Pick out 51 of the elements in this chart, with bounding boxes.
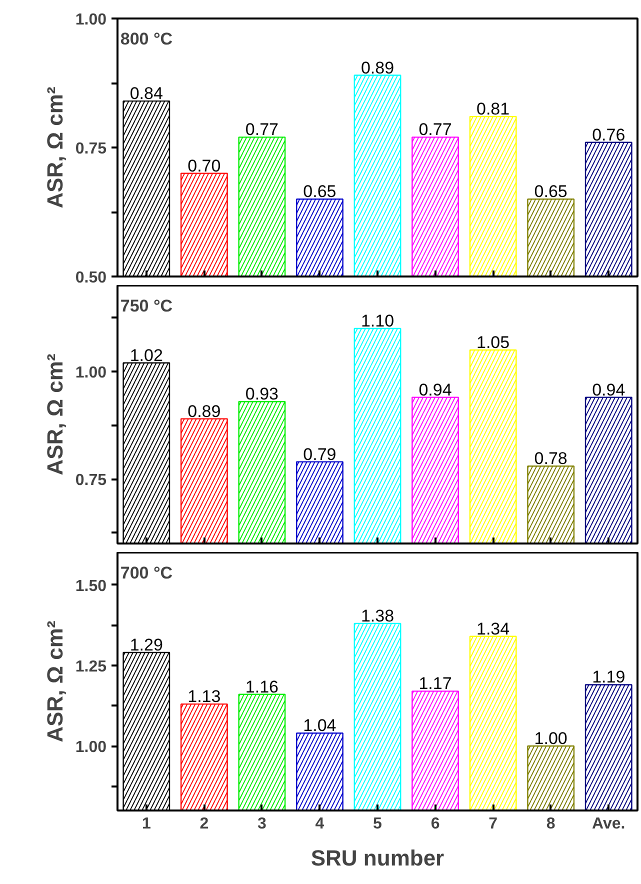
data-label: 1.34	[476, 619, 510, 638]
x-tick-label: 6	[430, 816, 440, 832]
data-label: 0.79	[303, 444, 336, 464]
y-axis-title: ASR, Ω cm²	[42, 354, 68, 476]
x-tick-label: 1	[142, 816, 151, 832]
y-tick-label: 1.50	[75, 578, 107, 595]
data-label: 0.65	[303, 182, 336, 202]
annotation: 800 °C	[120, 30, 173, 48]
x-tick-label: Ave.	[592, 816, 626, 832]
data-label: 1.02	[130, 346, 163, 365]
data-label: 0.94	[418, 380, 452, 400]
data-label: 1.17	[418, 674, 452, 694]
data-label: 1.16	[245, 677, 278, 696]
y-tick-label: 1.00	[75, 364, 107, 382]
data-label: 0.93	[245, 384, 278, 404]
data-label: 0.77	[245, 120, 278, 140]
y-tick-label: 0.50	[75, 270, 107, 286]
data-label: 0.70	[188, 156, 221, 176]
data-label: 1.04	[303, 716, 336, 736]
y-tick-label: 1.00	[75, 12, 107, 28]
data-label: 1.38	[360, 606, 394, 626]
data-label: 0.89	[360, 58, 394, 78]
y-tick-label: 1.00	[75, 739, 107, 756]
x-tick-label: 5	[373, 816, 382, 832]
x-tick-label: 3	[257, 816, 266, 832]
x-tick-label: 2	[200, 816, 209, 832]
data-label: 1.29	[130, 635, 163, 654]
data-label: 1.13	[188, 687, 221, 706]
x-axis-title: SRU number	[310, 846, 445, 870]
y-tick-label: 0.75	[75, 472, 107, 489]
data-label: 1.19	[592, 668, 626, 687]
annotation: 700 °C	[120, 564, 173, 582]
data-label: 0.84	[130, 84, 163, 104]
data-label: 0.65	[534, 182, 568, 202]
y-axis-title: ASR, Ω cm²	[42, 86, 68, 208]
data-label: 1.00	[534, 729, 568, 748]
y-axis-title: ASR, Ω cm²	[42, 620, 68, 742]
data-label: 0.76	[592, 125, 626, 144]
x-tick-label: 4	[315, 816, 324, 832]
annotation: 750 °C	[120, 296, 173, 316]
data-label: 0.89	[188, 402, 221, 421]
data-label: 0.81	[476, 100, 510, 119]
x-tick-label: 8	[546, 816, 556, 832]
data-label: 0.94	[592, 380, 626, 400]
y-tick-label: 1.25	[75, 658, 107, 676]
data-label: 0.77	[418, 120, 452, 140]
data-label: 0.78	[534, 449, 568, 468]
y-tick-label: 0.75	[75, 140, 107, 158]
data-label: 1.10	[360, 312, 394, 330]
x-tick-label: 7	[488, 816, 498, 832]
data-label: 1.05	[476, 333, 510, 352]
